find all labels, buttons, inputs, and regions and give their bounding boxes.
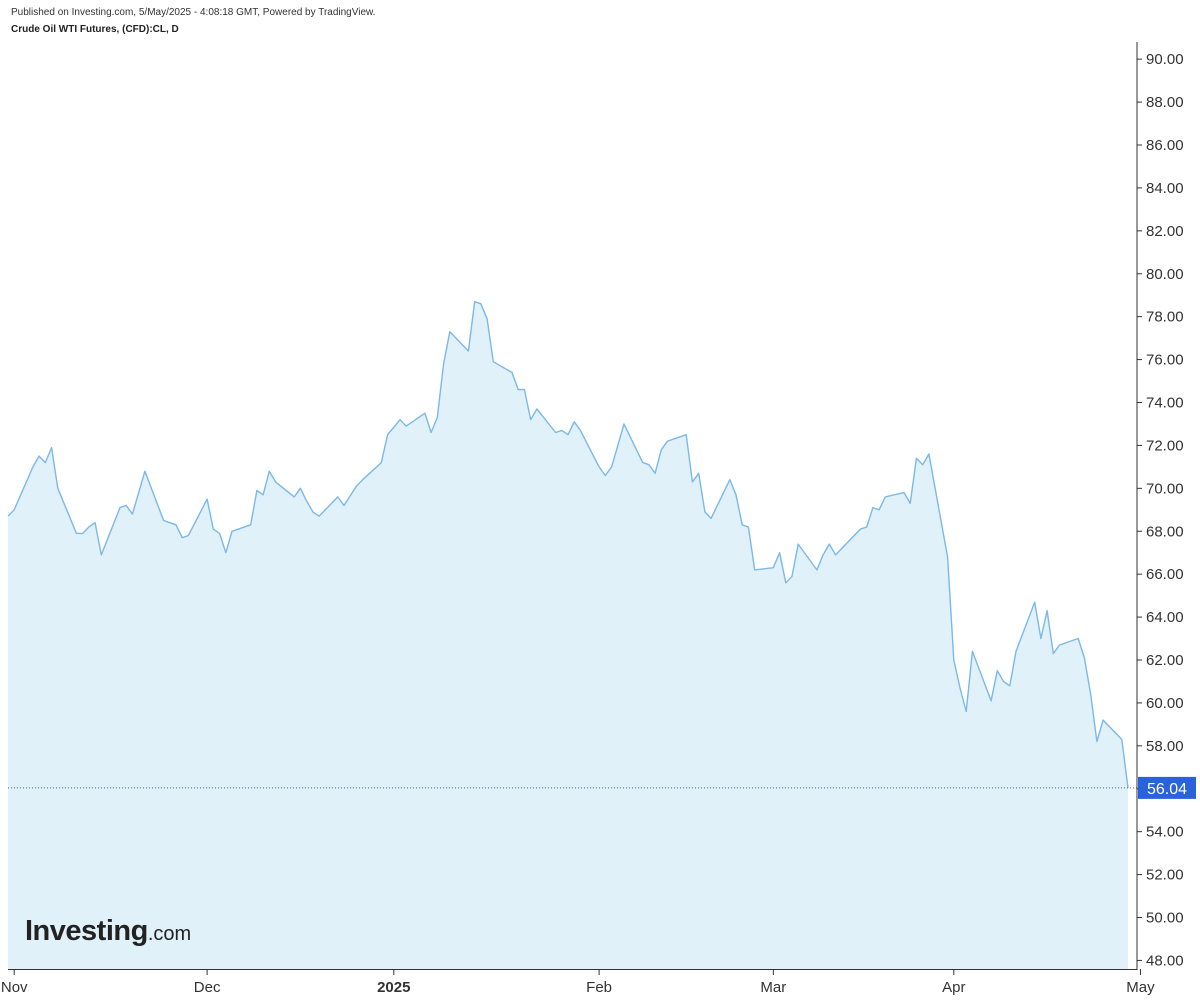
y-tick-label: 68.00: [1146, 523, 1184, 540]
y-tick-label: 72.00: [1146, 437, 1184, 454]
chart-title: Crude Oil WTI Futures, (CFD):CL, D: [11, 24, 179, 35]
y-tick-label: 78.00: [1146, 309, 1184, 326]
x-tick-label: May: [1126, 979, 1155, 996]
y-axis-ticks: 48.0050.0052.0054.0056.0058.0060.0062.00…: [1137, 51, 1184, 969]
y-tick-label: 82.00: [1146, 223, 1184, 240]
last-price-badge-group: 56.04: [1138, 776, 1196, 799]
y-tick-label: 80.00: [1146, 266, 1184, 283]
x-tick-label: Apr: [942, 979, 965, 996]
publication-note: Published on Investing.com, 5/May/2025 -…: [11, 7, 376, 18]
y-tick-label: 76.00: [1146, 352, 1184, 369]
y-tick-label: 48.00: [1146, 952, 1184, 969]
x-tick-label: Nov: [1, 979, 28, 996]
axes: [8, 42, 1138, 970]
y-tick-label: 66.00: [1146, 566, 1184, 583]
x-tick-label: Dec: [194, 979, 221, 996]
x-axis-ticks: Nov Dec 2025 Feb Mar Apr May: [1, 969, 1155, 996]
y-tick-label: 86.00: [1146, 137, 1184, 154]
y-tick-label: 88.00: [1146, 94, 1184, 111]
last-price-badge: [1138, 776, 1196, 799]
y-tick-label: 50.00: [1146, 910, 1184, 927]
price-line: [7, 300, 1129, 788]
y-tick-label: 62.00: [1146, 652, 1184, 669]
price-area-fill: [8, 301, 1128, 970]
y-tick-label: 54.00: [1146, 824, 1184, 841]
investing-logo: Investing.com: [25, 915, 191, 948]
y-tick-label: 58.00: [1146, 738, 1184, 755]
logo-suffix: .com: [147, 923, 192, 945]
y-tick-label: 84.00: [1146, 180, 1184, 197]
last-price-label: 56.04: [1147, 781, 1187, 798]
x-tick-label: Feb: [586, 979, 612, 996]
logo-wordmark: Investing: [25, 915, 148, 947]
y-tick-label: 52.00: [1146, 867, 1184, 884]
y-tick-label: 90.00: [1146, 51, 1184, 68]
y-tick-label: 70.00: [1146, 480, 1184, 497]
y-tick-label: 74.00: [1146, 395, 1184, 412]
x-tick-label: Mar: [760, 979, 786, 996]
x-tick-label: 2025: [377, 979, 410, 996]
y-tick-label: 60.00: [1146, 695, 1184, 712]
y-tick-label: 64.00: [1146, 609, 1184, 626]
